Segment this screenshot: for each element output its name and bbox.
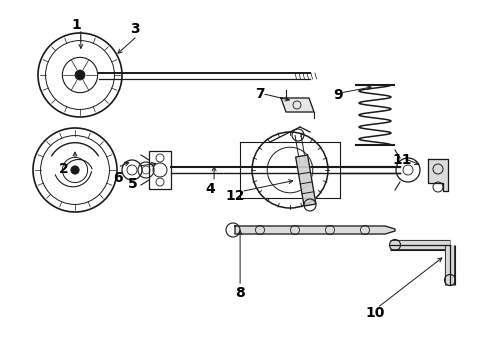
Polygon shape xyxy=(295,155,316,206)
Polygon shape xyxy=(281,98,314,112)
Circle shape xyxy=(75,70,85,80)
Text: 4: 4 xyxy=(206,182,216,196)
Text: 8: 8 xyxy=(235,287,245,300)
Text: 2: 2 xyxy=(59,162,69,176)
Circle shape xyxy=(71,166,79,174)
Text: 11: 11 xyxy=(392,153,412,167)
Text: 9: 9 xyxy=(333,89,343,102)
Text: 10: 10 xyxy=(365,306,385,320)
Text: 7: 7 xyxy=(255,87,265,100)
Text: 6: 6 xyxy=(113,171,122,185)
Text: 12: 12 xyxy=(225,189,245,203)
Polygon shape xyxy=(235,226,395,234)
Text: 5: 5 xyxy=(127,177,137,190)
Text: 1: 1 xyxy=(71,18,81,32)
Polygon shape xyxy=(428,159,448,191)
Bar xyxy=(149,151,171,189)
Text: 3: 3 xyxy=(130,22,140,36)
